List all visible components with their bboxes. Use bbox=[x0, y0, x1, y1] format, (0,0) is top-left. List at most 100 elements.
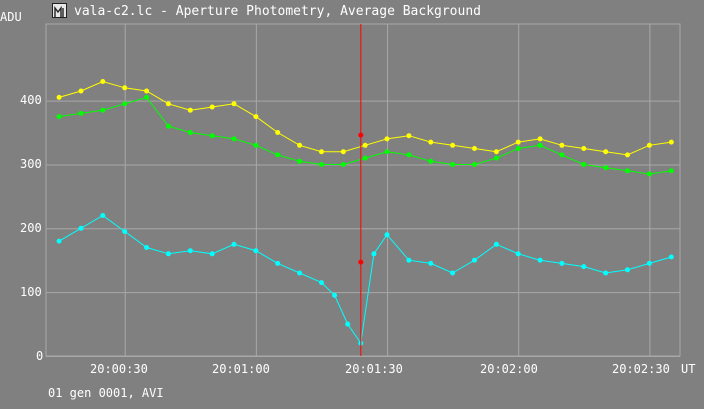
series-3 bbox=[56, 213, 674, 346]
y-tick-label: 300 bbox=[20, 157, 42, 171]
data-point bbox=[581, 162, 587, 167]
data-point bbox=[646, 171, 652, 177]
data-point bbox=[603, 149, 609, 155]
data-point bbox=[625, 152, 630, 158]
data-point bbox=[187, 130, 193, 135]
data-point bbox=[406, 257, 412, 263]
y-tick-label: 400 bbox=[20, 93, 42, 107]
x-unit-label: UT bbox=[681, 362, 696, 376]
data-point bbox=[275, 152, 281, 158]
data-point bbox=[581, 264, 587, 270]
data-point bbox=[165, 251, 171, 257]
data-point bbox=[100, 107, 106, 113]
data-point bbox=[187, 107, 193, 113]
cursor-layer bbox=[358, 24, 364, 356]
data-point bbox=[253, 248, 259, 254]
y-tick-label: 200 bbox=[20, 221, 42, 235]
data-point bbox=[428, 139, 434, 145]
data-point bbox=[384, 136, 390, 142]
data-point bbox=[340, 162, 346, 167]
data-point bbox=[450, 162, 456, 167]
data-point bbox=[187, 248, 193, 254]
x-tick-label: 20:00:30 bbox=[90, 362, 148, 376]
plot-grid bbox=[45, 23, 681, 357]
data-point bbox=[428, 158, 434, 164]
x-tick-label: 20:01:00 bbox=[212, 362, 270, 376]
data-point bbox=[559, 260, 565, 266]
series-layer bbox=[56, 79, 674, 346]
data-point bbox=[253, 142, 259, 148]
x-tick-label: 20:02:30 bbox=[612, 362, 670, 376]
data-point bbox=[646, 142, 652, 148]
data-point bbox=[144, 88, 150, 94]
data-point bbox=[56, 238, 62, 244]
cursor-marker bbox=[358, 259, 364, 265]
data-point bbox=[319, 280, 324, 286]
data-point bbox=[165, 123, 171, 129]
data-point bbox=[559, 152, 565, 158]
data-point bbox=[340, 149, 346, 155]
data-point bbox=[122, 85, 128, 91]
data-point bbox=[56, 94, 62, 100]
data-point bbox=[472, 257, 477, 263]
status-text: 01 gen 0001, AVI bbox=[48, 386, 164, 400]
data-point bbox=[275, 130, 281, 135]
data-point bbox=[209, 251, 215, 257]
data-point bbox=[559, 142, 565, 148]
data-point bbox=[493, 149, 499, 155]
data-point bbox=[625, 267, 630, 273]
data-point bbox=[603, 270, 609, 276]
x-tick-label: 20:01:30 bbox=[345, 362, 403, 376]
data-point bbox=[319, 162, 324, 167]
data-point bbox=[668, 254, 674, 260]
data-point bbox=[362, 155, 368, 161]
data-point bbox=[253, 114, 259, 120]
data-point bbox=[297, 270, 303, 276]
data-point bbox=[371, 251, 377, 257]
cursor-marker bbox=[358, 132, 364, 138]
data-point bbox=[450, 270, 456, 276]
data-point bbox=[472, 146, 477, 151]
data-point bbox=[625, 168, 630, 174]
data-point bbox=[406, 152, 412, 158]
data-point bbox=[78, 225, 84, 231]
data-point bbox=[231, 101, 237, 107]
data-point bbox=[297, 158, 303, 164]
data-point bbox=[406, 133, 412, 139]
data-point bbox=[362, 142, 368, 148]
data-point bbox=[144, 245, 150, 250]
series-2 bbox=[56, 94, 674, 177]
data-point bbox=[537, 257, 543, 263]
data-point bbox=[209, 104, 215, 110]
data-point bbox=[100, 79, 106, 84]
series-line bbox=[59, 96, 672, 175]
y-tick-label: 0 bbox=[36, 349, 44, 363]
app-icon[interactable] bbox=[52, 3, 67, 18]
y-tick-label: 100 bbox=[20, 285, 42, 299]
window-title: vala-c2.lc - Aperture Photometry, Averag… bbox=[74, 4, 481, 19]
data-point bbox=[515, 251, 521, 257]
data-point bbox=[345, 321, 351, 327]
data-point bbox=[603, 165, 609, 171]
data-point bbox=[100, 213, 106, 218]
data-point bbox=[231, 241, 237, 247]
data-point bbox=[384, 232, 390, 238]
data-point bbox=[472, 162, 477, 167]
data-point bbox=[122, 101, 128, 107]
data-point bbox=[78, 110, 84, 116]
data-point bbox=[581, 146, 587, 151]
data-point bbox=[275, 260, 281, 266]
data-point bbox=[646, 260, 652, 266]
data-point bbox=[319, 149, 324, 155]
data-point bbox=[78, 88, 84, 94]
y-unit-label: ADU bbox=[0, 10, 22, 24]
data-point bbox=[450, 142, 456, 148]
data-point bbox=[537, 142, 543, 148]
data-point bbox=[332, 292, 338, 298]
data-point bbox=[515, 146, 521, 151]
x-tick-label: 20:02:00 bbox=[480, 362, 538, 376]
data-point bbox=[493, 241, 499, 247]
plot-frame bbox=[45, 23, 681, 357]
data-point bbox=[209, 133, 215, 139]
